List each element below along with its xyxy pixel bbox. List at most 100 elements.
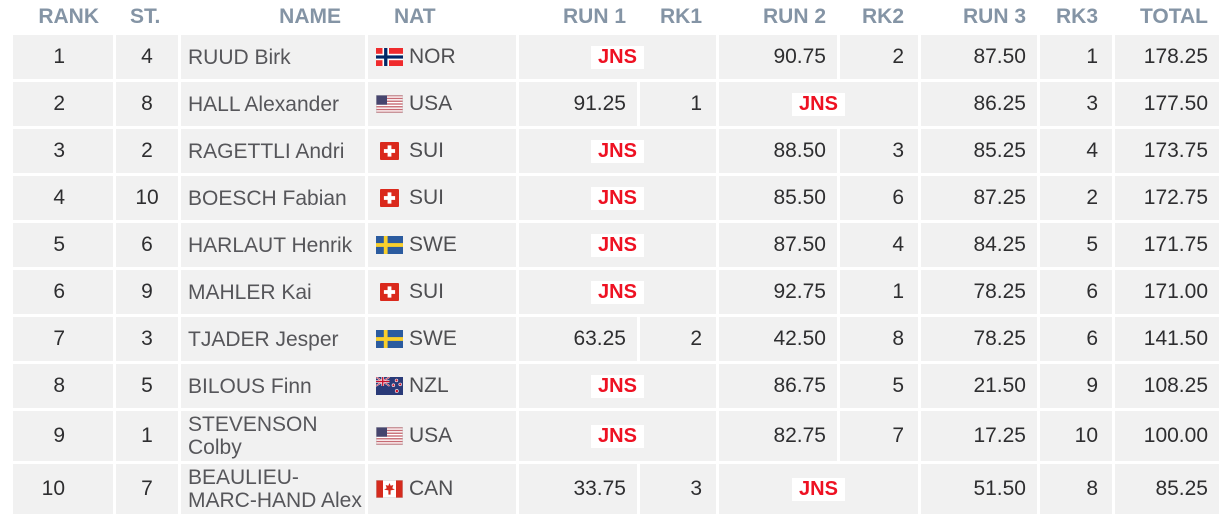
- nation-cell: USA: [368, 411, 516, 461]
- jns-badge: JNS: [591, 140, 644, 163]
- col-header-run3: RUN 3: [962, 5, 1026, 28]
- nation-cell: SUI: [368, 129, 516, 173]
- rk1-rank-cell: 2: [640, 317, 716, 361]
- athlete-name-cell: HARLAUT Henrik: [181, 223, 365, 267]
- nation-cell: SWE: [368, 317, 516, 361]
- total-score-cell: 141.50: [1115, 317, 1219, 361]
- result-row: 5 6 HARLAUT Henrik SWE JNS 87.50 4 84.25 5 171.75: [13, 223, 1219, 267]
- athlete-name-cell: STEVENSON Colby: [181, 411, 365, 461]
- rank-cell: 5: [13, 223, 113, 267]
- rank-cell: 7: [13, 317, 113, 361]
- athlete-name: RUUD Birk: [188, 45, 291, 69]
- athlete-name: RAGETTLI Andri: [188, 139, 345, 163]
- athlete-name: MAHLER Kai: [188, 280, 312, 304]
- rank-cell: 1: [13, 35, 113, 79]
- flag-usa-icon: [375, 427, 403, 445]
- athlete-name-cell: BEAULIEU-MARC-HAND Alex: [181, 464, 365, 514]
- run2-score-cell: 86.75: [719, 364, 837, 408]
- start-number-cell: 7: [116, 464, 178, 514]
- run3-score-cell: 85.25: [921, 129, 1037, 173]
- col-header-rk3: RK3: [1055, 5, 1098, 28]
- athlete-name: HALL Alexander: [188, 92, 339, 116]
- total-score-cell: 173.75: [1115, 129, 1219, 173]
- nation-code: CAN: [409, 477, 454, 500]
- jns-badge: JNS: [591, 234, 644, 257]
- flag-sui-icon: [375, 283, 403, 301]
- run3-score-cell: 78.25: [921, 317, 1037, 361]
- rk2-rank-cell: 5: [840, 364, 918, 408]
- col-header-rk2: RK2: [861, 5, 904, 28]
- col-header-run2: RUN 2: [762, 5, 826, 28]
- jns-badge: JNS: [591, 425, 644, 448]
- total-score-cell: 171.00: [1115, 270, 1219, 314]
- rk2-rank-cell: 2: [840, 35, 918, 79]
- run1-jns-cell: JNS: [519, 364, 716, 408]
- jns-badge: JNS: [591, 187, 644, 210]
- rk3-rank-cell: 3: [1040, 82, 1112, 126]
- rk2-rank-cell: 3: [840, 129, 918, 173]
- run3-score-cell: 21.50: [921, 364, 1037, 408]
- col-header-nat: NAT: [394, 5, 436, 28]
- athlete-name: HARLAUT Henrik: [188, 233, 353, 257]
- result-row: 8 5 BILOUS Finn NZL JNS 86.75 5 21.50 9 108.25: [13, 364, 1219, 408]
- start-number-cell: 10: [116, 176, 178, 220]
- header-row: RANK ST. NAME NAT RUN 1 RK1 RUN 2 RK2 RU…: [13, 3, 1219, 32]
- nation-cell: USA: [368, 82, 516, 126]
- nation-cell: CAN: [368, 464, 516, 514]
- start-number-cell: 2: [116, 129, 178, 173]
- rk1-rank-cell: 1: [640, 82, 716, 126]
- run1-score-cell: 91.25: [519, 82, 637, 126]
- total-score-cell: 85.25: [1115, 464, 1219, 514]
- nation-code: SWE: [409, 233, 457, 256]
- flag-can-icon: [375, 480, 403, 498]
- rk2-rank-cell: 8: [840, 317, 918, 361]
- athlete-name-cell: BILOUS Finn: [181, 364, 365, 408]
- total-score-cell: 100.00: [1115, 411, 1219, 461]
- run2-score-cell: 90.75: [719, 35, 837, 79]
- jns-badge: JNS: [591, 375, 644, 398]
- result-row: 6 9 MAHLER Kai SUI JNS 92.75 1 78.25 6 171.00: [13, 270, 1219, 314]
- run2-score-cell: 85.50: [719, 176, 837, 220]
- nation-code: USA: [409, 424, 453, 447]
- results-table: RANK ST. NAME NAT RUN 1 RK1 RUN 2 RK2 RU…: [10, 0, 1222, 517]
- run1-jns-cell: JNS: [519, 129, 716, 173]
- col-header-name: NAME: [279, 5, 341, 28]
- jns-badge: JNS: [792, 478, 845, 501]
- start-number-cell: 5: [116, 364, 178, 408]
- rk2-rank-cell: 7: [840, 411, 918, 461]
- run3-score-cell: 87.50: [921, 35, 1037, 79]
- start-number-cell: 4: [116, 35, 178, 79]
- athlete-name-cell: TJADER Jesper: [181, 317, 365, 361]
- rk3-rank-cell: 9: [1040, 364, 1112, 408]
- start-number-cell: 9: [116, 270, 178, 314]
- run1-jns-cell: JNS: [519, 411, 716, 461]
- run2-score-cell: 88.50: [719, 129, 837, 173]
- nation-cell: SUI: [368, 270, 516, 314]
- nation-code: SUI: [409, 186, 445, 209]
- nation-code: USA: [409, 92, 453, 115]
- rk3-rank-cell: 2: [1040, 176, 1112, 220]
- run1-jns-cell: JNS: [519, 176, 716, 220]
- result-row: 10 7 BEAULIEU-MARC-HAND Alex CAN 33.75 3 JNS 51…: [13, 464, 1219, 514]
- nation-code: SWE: [409, 327, 457, 350]
- run2-jns-cell: JNS: [719, 464, 918, 514]
- col-header-start: ST.: [130, 5, 161, 28]
- col-header-total: TOTAL: [1139, 5, 1208, 28]
- rank-cell: 8: [13, 364, 113, 408]
- rk2-rank-cell: 4: [840, 223, 918, 267]
- run3-score-cell: 86.25: [921, 82, 1037, 126]
- athlete-name-cell: HALL Alexander: [181, 82, 365, 126]
- run3-score-cell: 78.25: [921, 270, 1037, 314]
- results-body: 1 4 RUUD Birk NOR JNS 90.75 2 87.50 1 178.25 2 8 HAL…: [13, 35, 1219, 514]
- run2-jns-cell: JNS: [719, 82, 918, 126]
- athlete-name-cell: RUUD Birk: [181, 35, 365, 79]
- rk2-rank-cell: 6: [840, 176, 918, 220]
- total-score-cell: 108.25: [1115, 364, 1219, 408]
- result-row: 9 1 STEVENSON Colby USA JNS 82.75 7 17.25 10 100.…: [13, 411, 1219, 461]
- nation-cell: SUI: [368, 176, 516, 220]
- run3-score-cell: 51.50: [921, 464, 1037, 514]
- jns-badge: JNS: [591, 281, 644, 304]
- total-score-cell: 171.75: [1115, 223, 1219, 267]
- flag-nzl-icon: [375, 377, 403, 395]
- rk3-rank-cell: 1: [1040, 35, 1112, 79]
